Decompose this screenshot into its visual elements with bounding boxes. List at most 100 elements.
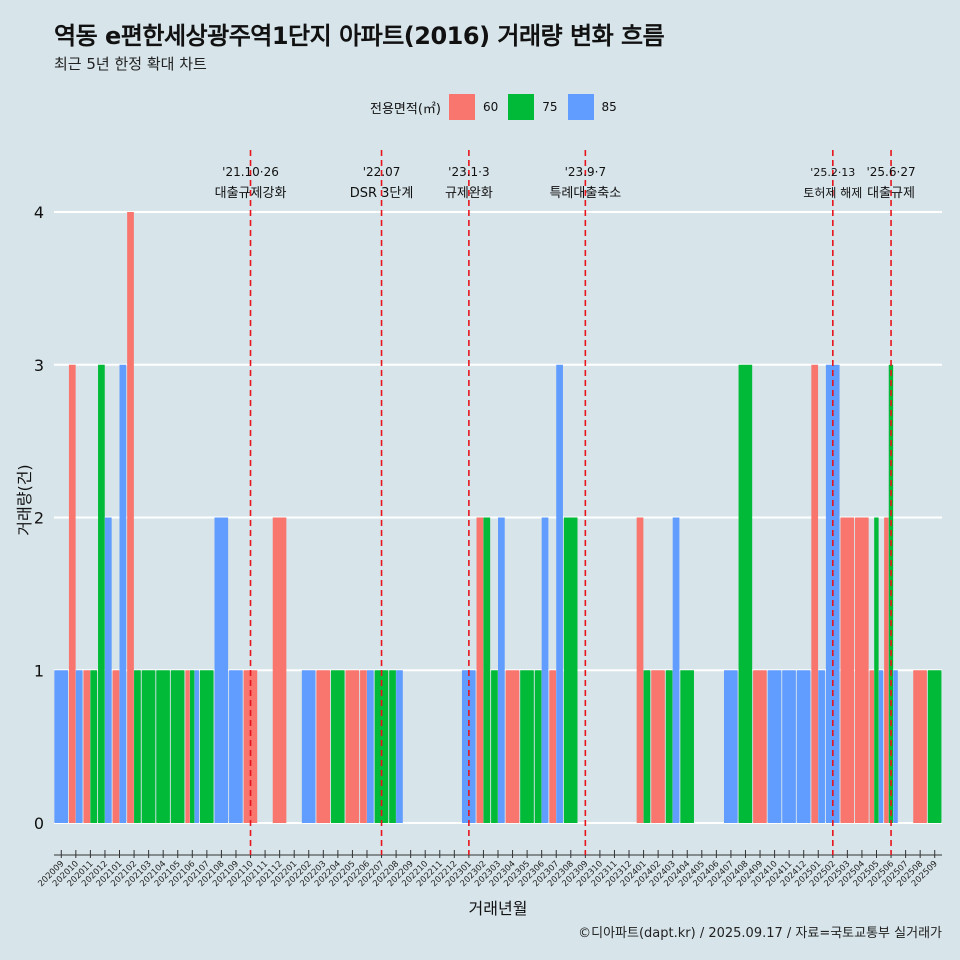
- event-name-label: 특례대출축소: [549, 186, 621, 201]
- bar-85-202012: [104, 517, 112, 823]
- bar-75-202303: [491, 670, 498, 823]
- bar-60-202302: [476, 517, 484, 823]
- chart-title: 역동 e편한세상광주역1단지 아파트(2016) 거래량 변화 흐름: [54, 22, 665, 50]
- y-axis-title: 거래량(건): [15, 464, 34, 535]
- x-axis-title: 거래년월: [469, 899, 528, 918]
- bar-75-202305: [520, 670, 534, 823]
- bar-75-202408: [738, 364, 753, 823]
- bar-60-202409: [753, 670, 767, 823]
- bar-75-202208: [389, 670, 396, 823]
- bar-60-202206: [360, 670, 367, 823]
- bar-60-202402: [651, 670, 665, 823]
- bar-85-202307: [556, 364, 563, 823]
- bar-60-202110: [243, 670, 258, 823]
- event-name-label: 토허제 해제: [803, 186, 862, 200]
- bar-75-202106: [189, 670, 195, 823]
- event-date-label: '22.07: [363, 165, 401, 179]
- legend-label-85: 85: [601, 100, 617, 114]
- bar-75-202403: [665, 670, 673, 823]
- legend-item-75: 75: [508, 94, 558, 120]
- bar-75-202207: [374, 670, 389, 823]
- event-name-label: DSR 3단계: [350, 186, 414, 201]
- bar-75-202104: [156, 670, 170, 823]
- bar-85-202109: [229, 670, 243, 823]
- chart-subtitle: 최근 5년 한정 확대 차트: [54, 55, 207, 73]
- bar-60-202505: [869, 670, 874, 823]
- bar-75-202012: [98, 364, 105, 823]
- bar-60-202205: [345, 670, 360, 823]
- event-name-label: 대출규제: [867, 186, 915, 201]
- legend-swatch-75: [508, 94, 535, 120]
- legend-label-60: 60: [482, 100, 499, 114]
- bar-60-202011: [83, 670, 91, 823]
- bar-85-202505: [878, 670, 884, 823]
- event-name-label: 규제완화: [445, 186, 493, 201]
- event-date-label: '21.10·26: [222, 165, 279, 179]
- bar-60-202508: [913, 670, 927, 823]
- bar-75-202308: [563, 517, 578, 823]
- event-date-label: '23.1·3: [448, 165, 489, 179]
- bar-60-202010: [68, 364, 76, 823]
- bar-85-202010: [75, 670, 83, 823]
- bar-75-202103: [141, 670, 156, 823]
- bar-60-202101: [112, 670, 120, 823]
- caption: ©디아파트(dapt.kr) / 2025.09.17 / 자료=국토교통부 실…: [578, 926, 942, 941]
- event-date-label: '25.2·13: [810, 166, 855, 179]
- bar-75-202105: [170, 670, 185, 823]
- event-name-label: 대출규제강화: [215, 186, 287, 201]
- legend-item-85: 85: [567, 94, 617, 120]
- y-tick-label: 0: [34, 814, 44, 833]
- bar-75-202011: [90, 670, 98, 823]
- bar-60-202106: [185, 670, 190, 823]
- bar-85-202301: [461, 670, 476, 823]
- bar-85-202403: [672, 517, 680, 823]
- bar-75-202306: [534, 670, 542, 823]
- bar-60-202112: [272, 517, 287, 823]
- bar-75-202401: [643, 670, 651, 823]
- legend-item-60: 60: [448, 94, 499, 120]
- bar-85-202208: [396, 670, 403, 823]
- bar-60-202307: [549, 670, 557, 823]
- bar-60-202102: [127, 212, 134, 823]
- bar-60-202401: [636, 517, 644, 823]
- bar-75-202302: [483, 517, 491, 823]
- bar-85-202411: [782, 670, 796, 823]
- bar-75-202102: [134, 670, 141, 823]
- bar-85-202009: [54, 670, 68, 823]
- legend-swatch-60: [448, 94, 475, 120]
- bar-85-202108: [214, 517, 229, 823]
- event-date-label: '23.9·7: [565, 165, 606, 179]
- bar-85-202303: [498, 517, 505, 823]
- bar-75-202505: [874, 517, 879, 823]
- bar-60-202304: [505, 670, 520, 823]
- legend-label-75: 75: [542, 100, 558, 114]
- legend-swatch-85: [567, 94, 594, 120]
- bar-60-202203: [316, 670, 331, 823]
- bar-60-202504: [855, 517, 869, 823]
- bar-75-202204: [330, 670, 345, 823]
- bar-75-202404: [680, 670, 694, 823]
- bar-85-202506: [893, 670, 898, 823]
- bar-60-202503: [840, 517, 855, 823]
- bar-60-202501: [811, 364, 819, 823]
- y-tick-label: 4: [34, 203, 44, 222]
- bar-85-202101: [119, 364, 127, 823]
- y-tick-label: 3: [34, 356, 44, 375]
- bar-75-202509: [927, 670, 942, 823]
- bar-75-202107: [199, 670, 214, 823]
- bar-85-202206: [366, 670, 374, 823]
- y-tick-label: 2: [34, 509, 44, 528]
- event-date-label: '25.6·27: [866, 165, 915, 179]
- bar-85-202202: [301, 670, 316, 823]
- bar-85-202106: [194, 670, 200, 823]
- bar-85-202501: [818, 670, 825, 823]
- bar-85-202306: [541, 517, 549, 823]
- bar-85-202410: [767, 670, 782, 823]
- legend: 전용면적(㎡) 60 75 85: [370, 92, 627, 122]
- y-tick-label: 1: [34, 661, 44, 680]
- bar-85-202407: [724, 670, 738, 823]
- bar-85-202412: [796, 670, 811, 823]
- legend-title: 전용면적(㎡): [370, 101, 441, 117]
- bar-60-202506: [884, 517, 889, 823]
